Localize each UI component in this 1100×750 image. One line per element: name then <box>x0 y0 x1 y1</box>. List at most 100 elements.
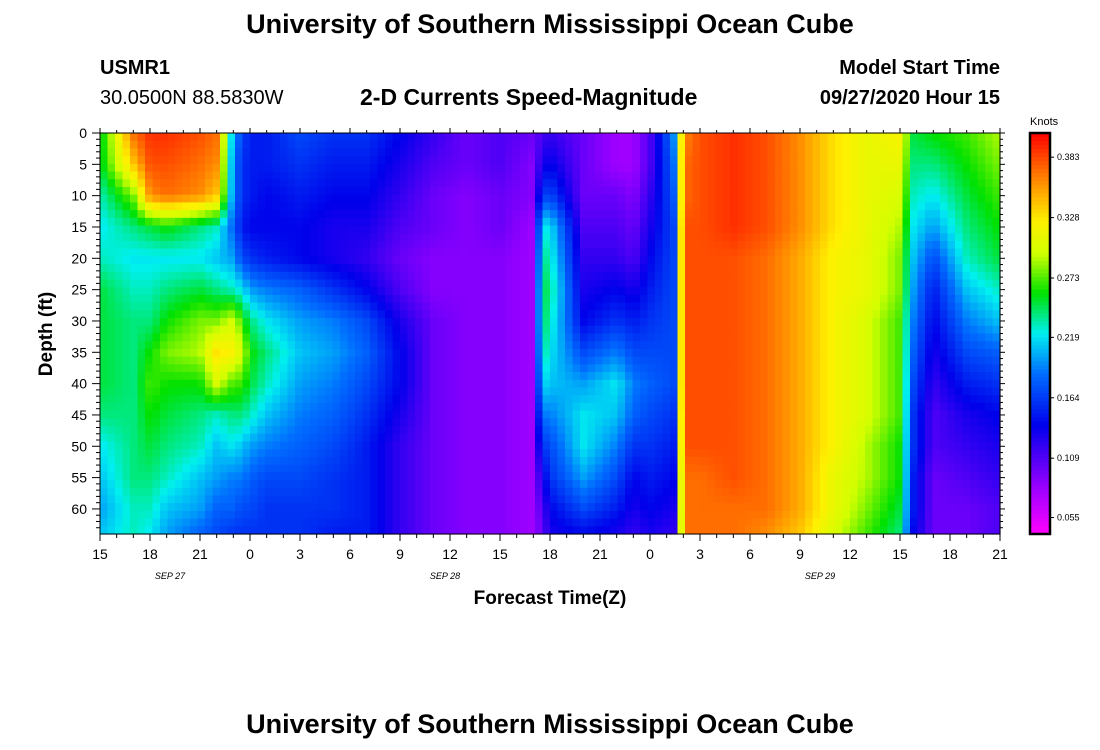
heat-cell <box>295 140 304 150</box>
heat-cell <box>152 456 161 466</box>
heat-cell <box>797 387 806 396</box>
heat-cell <box>505 210 514 219</box>
heat-cell <box>302 302 311 311</box>
heat-cell <box>760 163 769 173</box>
heat-cell <box>220 163 229 173</box>
heat-cell <box>647 372 656 381</box>
heat-cell <box>212 364 221 373</box>
heat-cell <box>692 156 701 165</box>
heat-cell <box>422 441 431 450</box>
heat-cell <box>152 426 161 435</box>
heat-cell <box>355 433 364 443</box>
heat-cell <box>490 148 499 157</box>
heat-cell <box>227 449 236 458</box>
heat-cell <box>422 480 431 489</box>
heat-cell <box>235 279 244 288</box>
heat-cell <box>317 348 326 358</box>
heat-cell <box>220 526 229 535</box>
heat-cell <box>497 518 506 527</box>
heat-cell <box>272 156 281 165</box>
heat-cell <box>677 240 686 250</box>
heat-cell <box>407 348 416 358</box>
heat-cell <box>227 210 236 219</box>
heat-cell <box>692 279 701 288</box>
heat-cell <box>497 395 506 404</box>
heat-cell <box>670 287 679 296</box>
heat-cell <box>767 186 776 196</box>
heat-cell <box>197 240 206 250</box>
heat-cell <box>122 418 131 427</box>
heat-cell <box>220 480 229 489</box>
heat-cell <box>212 148 221 157</box>
heat-cell <box>715 225 724 234</box>
heat-cell <box>595 410 604 419</box>
heat-cell <box>122 171 131 180</box>
heat-cell <box>355 395 364 404</box>
heat-cell <box>115 179 124 188</box>
heat-cell <box>242 395 251 404</box>
heat-cell <box>212 318 221 327</box>
heat-cell <box>445 186 454 196</box>
heat-cell <box>587 133 596 142</box>
heat-cell <box>535 140 544 150</box>
heat-cell <box>475 233 484 242</box>
heat-cell <box>737 402 746 412</box>
heat-cell <box>370 163 379 173</box>
heat-cell <box>737 240 746 250</box>
heat-cell <box>745 364 754 373</box>
heat-cell <box>797 410 806 419</box>
heat-cell <box>392 225 401 234</box>
heat-cell <box>647 441 656 450</box>
heat-cell <box>797 210 806 219</box>
heat-cell <box>422 418 431 427</box>
heat-cell <box>250 341 259 350</box>
heat-cell <box>737 264 746 273</box>
heat-cell <box>512 464 521 473</box>
heat-cell <box>677 387 686 396</box>
heat-cell <box>580 449 589 458</box>
heat-cell <box>445 480 454 489</box>
heat-cell <box>610 495 619 504</box>
heat-cell <box>362 325 371 335</box>
heat-cell <box>467 441 476 450</box>
heat-cell <box>160 372 169 381</box>
heat-cell <box>400 264 409 273</box>
heat-cell <box>752 402 761 412</box>
heat-cell <box>377 302 386 311</box>
heat-cell <box>137 171 146 180</box>
heat-cell <box>317 426 326 435</box>
heat-cell <box>677 248 686 257</box>
heat-cell <box>490 356 499 365</box>
heat-cell <box>325 186 334 196</box>
heat-cell <box>505 433 514 443</box>
heat-cell <box>565 379 574 389</box>
heat-cell <box>745 279 754 288</box>
heat-cell <box>482 433 491 443</box>
heat-cell <box>685 133 694 142</box>
heat-cell <box>385 518 394 527</box>
heat-cell <box>220 156 229 165</box>
heat-cell <box>242 372 251 381</box>
heat-cell <box>520 325 529 335</box>
heat-cell <box>595 518 604 527</box>
heat-cell <box>662 472 671 481</box>
heat-cell <box>640 217 649 227</box>
heat-cell <box>700 348 709 358</box>
heat-cell <box>302 364 311 373</box>
heat-cell <box>482 186 491 196</box>
heat-cell <box>250 248 259 257</box>
heat-cell <box>580 433 589 443</box>
heat-cell <box>692 402 701 412</box>
heat-cell <box>445 271 454 281</box>
heat-cell <box>392 271 401 281</box>
heat-cell <box>392 294 401 304</box>
heat-cell <box>107 240 116 250</box>
heat-cell <box>550 433 559 443</box>
heat-cell <box>137 503 146 512</box>
heat-cell <box>557 318 566 327</box>
heat-cell <box>407 418 416 427</box>
heat-cell <box>647 333 656 342</box>
heat-cell <box>497 464 506 473</box>
heat-cell <box>595 441 604 450</box>
heat-cell <box>812 449 821 458</box>
